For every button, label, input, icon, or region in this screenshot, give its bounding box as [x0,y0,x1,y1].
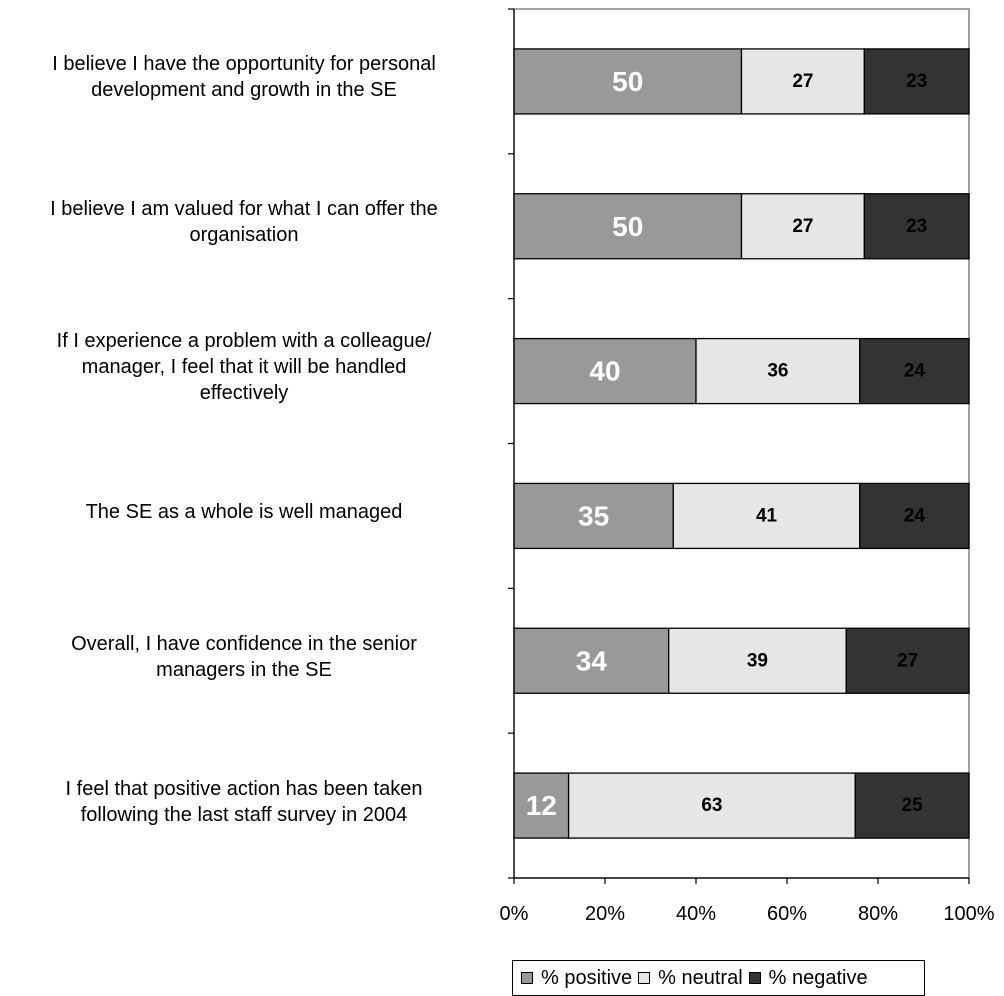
x-tick-label: 60% [767,903,807,925]
legend-swatch [521,972,533,984]
legend-label: % positive [541,966,633,989]
data-label-negative-3: 24 [904,361,926,382]
x-tick-label: 20% [585,903,625,925]
x-tick-label: 0% [500,903,529,925]
data-label-positive-6: 12 [526,790,557,821]
bar-segment-negative-5 [845,627,970,694]
data-label-neutral-5: 39 [747,650,768,671]
data-label-negative-6: 25 [902,795,924,816]
category-label-line: If I experience a problem with a colleag… [56,330,432,353]
category-label-line: development and growth in the SE [91,79,397,102]
bar-segment-negative-2 [863,193,970,260]
data-label-negative-1: 23 [906,71,927,92]
category-label-4: The SE as a whole is well managed [0,499,488,525]
category-label-line: managers in the SE [156,658,332,681]
data-label-neutral-1: 27 [792,71,813,92]
data-label-positive-5: 34 [576,645,608,676]
bar-segment-negative-3 [859,337,970,405]
category-label-line: Overall, I have confidence in the senior [71,632,417,655]
data-label-negative-4: 24 [904,505,926,526]
x-tick-label: 100% [943,903,994,925]
data-label-negative-2: 23 [906,216,927,237]
legend-label: % neutral [658,966,743,989]
data-label-neutral-6: 63 [701,795,722,816]
category-label-line: The SE as a whole is well managed [85,500,403,523]
bar-segment-neutral-5 [668,627,847,694]
bar-segment-neutral-2 [740,193,865,260]
legend-swatch [748,972,761,984]
category-label-line: I believe I have the opportunity for per… [52,53,436,76]
data-label-positive-1: 50 [612,66,643,97]
category-label-6: I feel that positive action has been tak… [0,776,488,828]
category-label-5: Overall, I have confidence in the senior… [0,631,488,683]
bar-segment-neutral-1 [740,48,865,115]
data-label-positive-3: 40 [589,356,620,387]
bar-segment-neutral-3 [695,337,861,405]
category-label-line: I feel that positive action has been tak… [65,777,423,800]
x-tick-label: 40% [676,903,716,925]
data-label-neutral-4: 41 [756,505,778,526]
bar-segment-negative-4 [859,482,970,550]
legend-swatch [638,972,651,984]
data-label-neutral-2: 27 [792,216,813,237]
bar-segment-negative-6 [854,772,970,839]
category-label-3: If I experience a problem with a colleag… [0,328,488,406]
legend-item: % neutral [638,967,743,990]
category-label-2: I believe I am valued for what I can off… [0,196,488,248]
x-tick-label: 80% [858,903,898,925]
bar-segment-positive-2 [513,193,743,260]
legend-item: % negative [748,966,868,990]
category-label-line: effectively [199,382,289,405]
bar-segment-negative-1 [863,48,970,115]
bar-segment-positive-1 [513,48,743,115]
category-label-1: I believe I have the opportunity for per… [0,51,488,103]
legend-item: % positive [521,967,632,990]
category-label-line: following the last staff survey in 2004 [80,803,408,826]
bar-segment-positive-4 [513,482,674,550]
bar-segment-neutral-4 [672,482,861,550]
data-label-positive-4: 35 [578,500,609,531]
plot-area [513,8,970,879]
category-label-line: organisation [189,224,299,247]
legend-label: % negative [768,966,868,989]
bar-segment-positive-5 [513,627,670,694]
category-label-line: I believe I am valued for what I can off… [50,198,438,221]
data-label-positive-2: 50 [612,211,643,242]
legend: % positive % neutral % negative [512,960,925,996]
category-label-line: manager, I feel that it will be handled [81,356,407,379]
data-label-negative-5: 27 [897,650,918,671]
data-label-neutral-3: 36 [767,361,788,382]
bar-segment-positive-3 [513,337,697,405]
